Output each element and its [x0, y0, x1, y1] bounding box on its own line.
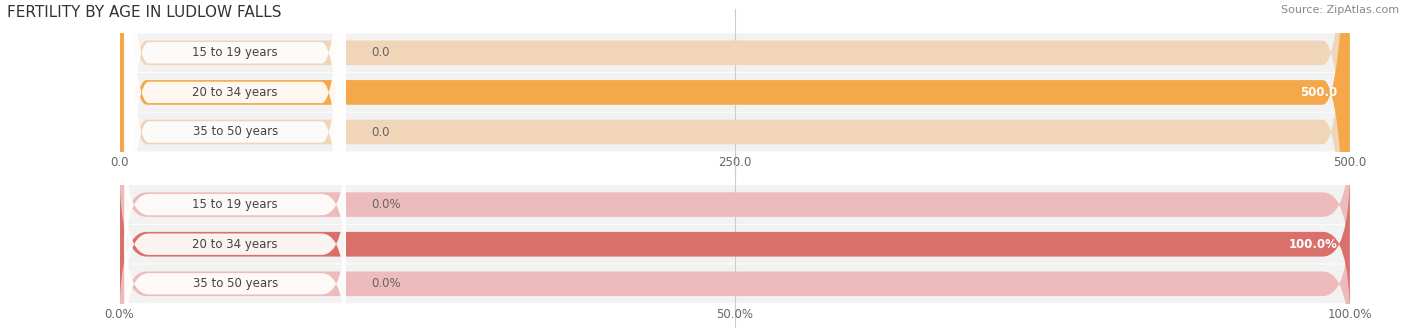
FancyBboxPatch shape: [125, 0, 346, 330]
Text: 15 to 19 years: 15 to 19 years: [193, 198, 278, 211]
Text: 500.0: 500.0: [1301, 86, 1337, 99]
FancyBboxPatch shape: [120, 225, 1350, 264]
FancyBboxPatch shape: [120, 0, 1350, 330]
Text: 100.0%: 100.0%: [1288, 238, 1337, 251]
FancyBboxPatch shape: [120, 0, 1350, 330]
FancyBboxPatch shape: [120, 264, 1350, 303]
FancyBboxPatch shape: [120, 169, 1350, 319]
Text: 0.0: 0.0: [371, 46, 391, 59]
Text: 15 to 19 years: 15 to 19 years: [193, 46, 278, 59]
Text: Source: ZipAtlas.com: Source: ZipAtlas.com: [1281, 5, 1399, 15]
FancyBboxPatch shape: [120, 185, 1350, 224]
FancyBboxPatch shape: [125, 177, 346, 312]
FancyBboxPatch shape: [120, 113, 1350, 151]
FancyBboxPatch shape: [120, 73, 1350, 112]
FancyBboxPatch shape: [120, 0, 1350, 330]
Text: 0.0%: 0.0%: [371, 277, 401, 290]
FancyBboxPatch shape: [120, 209, 1350, 330]
Text: 0.0: 0.0: [371, 125, 391, 139]
FancyBboxPatch shape: [120, 130, 1350, 280]
FancyBboxPatch shape: [125, 216, 346, 330]
FancyBboxPatch shape: [125, 0, 346, 330]
Text: 35 to 50 years: 35 to 50 years: [193, 277, 278, 290]
FancyBboxPatch shape: [125, 0, 346, 330]
Text: FERTILITY BY AGE IN LUDLOW FALLS: FERTILITY BY AGE IN LUDLOW FALLS: [7, 5, 281, 20]
Text: 20 to 34 years: 20 to 34 years: [193, 86, 278, 99]
Text: 0.0%: 0.0%: [371, 198, 401, 211]
Text: 20 to 34 years: 20 to 34 years: [193, 238, 278, 251]
FancyBboxPatch shape: [120, 0, 1350, 330]
Text: 35 to 50 years: 35 to 50 years: [193, 125, 278, 139]
FancyBboxPatch shape: [125, 137, 346, 272]
FancyBboxPatch shape: [120, 169, 1350, 319]
FancyBboxPatch shape: [120, 33, 1350, 72]
